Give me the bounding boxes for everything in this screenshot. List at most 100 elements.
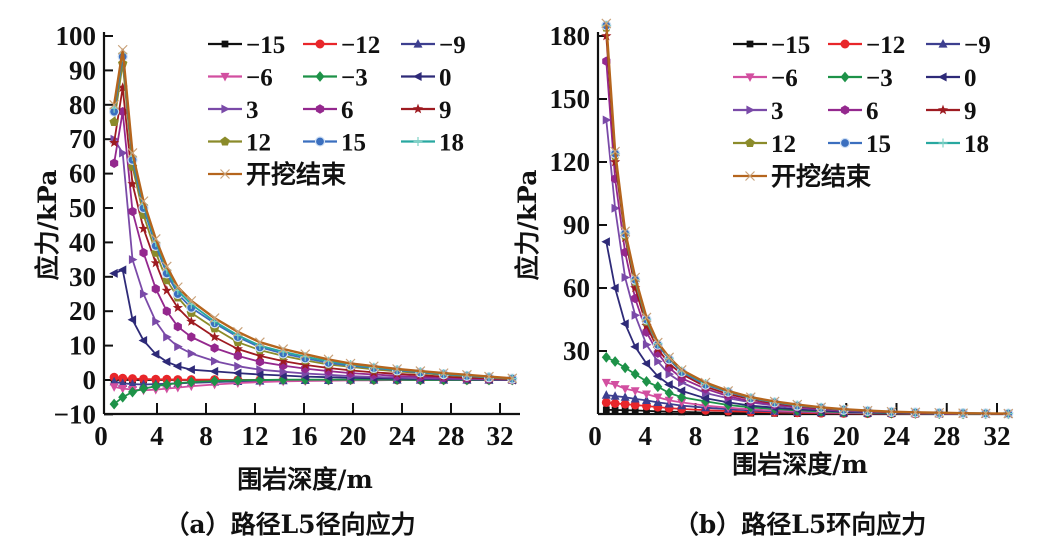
x-tick-label: 4 [639,421,653,451]
data-point [128,374,137,384]
y-tick-label: −10 [54,399,96,429]
legend-item: 6 [303,97,354,124]
data-point [642,376,652,387]
data-point [210,356,220,366]
y-tick-label: 120 [550,147,591,177]
data-point [187,332,196,342]
data-point [611,203,621,213]
x-tick-label: 16 [291,421,318,451]
data-point [150,257,161,268]
legend-marker [840,105,850,115]
legend-label: 6 [866,98,879,125]
legend-item: −6 [208,65,273,92]
legend-marker [745,73,755,82]
data-point [643,407,650,415]
legend-label: 15 [866,131,891,158]
y-tick-label: 90 [563,210,590,240]
legend-label: 开挖结束 [771,162,872,191]
data-point [118,373,128,383]
legend-marker [937,104,949,115]
data-point [345,358,356,369]
data-point [620,226,631,237]
legend-marker [746,105,755,115]
legend-item: −3 [828,65,893,92]
data-point [652,337,663,348]
legend-item: −9 [401,32,466,59]
data-point [507,373,518,384]
data-point [620,362,630,374]
series-15 [109,51,518,384]
x-tick-label: 8 [689,421,703,451]
data-point [186,365,195,375]
x-tick-label: 28 [438,421,465,451]
data-point [980,408,991,419]
data-point [392,364,403,374]
legend-item: 18 [926,131,989,158]
series-12 [601,22,1014,418]
legend-item: 12 [733,131,796,158]
legend-item: −15 [208,32,285,59]
data-point [601,18,612,29]
data-point [278,374,288,386]
data-point [910,407,921,418]
data-point [254,369,264,379]
x-tick-label: 0 [588,421,602,451]
series-line [113,110,513,381]
legend-label: 9 [439,97,452,124]
data-point [700,377,711,388]
data-point [415,366,426,376]
data-point [630,342,639,352]
data-point [139,247,148,258]
series-line [605,241,1009,415]
legend-marker [839,137,851,149]
data-point [128,386,137,398]
legend-marker [938,138,948,148]
legend-label: 6 [341,97,354,124]
data-point [151,380,161,392]
series-12 [109,58,517,383]
data-point [816,402,827,413]
legend-label: −3 [866,65,893,92]
legend-label: −12 [341,32,380,59]
data-point [174,342,183,352]
legend-marker [221,104,230,114]
series-lines [601,18,1014,420]
y-tick-label: 150 [550,84,591,114]
data-point [232,368,242,378]
chart-caption: （b）路径L5环向应力 [674,510,926,539]
series-3 [602,115,1014,419]
data-point [109,99,120,110]
data-point [139,374,149,384]
data-point [138,196,149,207]
legend-marker [413,72,422,81]
data-point [255,374,265,386]
x-tick-label: 12 [732,421,759,451]
y-tick-label: 30 [69,262,96,292]
data-point [838,404,849,415]
data-point [233,351,242,361]
data-point [610,391,620,400]
legend-marker [938,72,947,82]
data-point [128,255,138,265]
legend-item: 12 [208,130,271,157]
x-axis-title: 围岩深度/m [237,465,373,494]
data-point [653,381,663,393]
data-point [664,387,674,399]
legend-marker [745,138,755,148]
data-point [128,379,137,388]
legend: −15 −12 −9 −6 −3 0 3 6 9 12 15 18 开挖结束 [208,32,466,189]
series-开挖结束 [109,44,518,384]
data-point [601,237,610,247]
x-tick-label: 12 [242,421,269,451]
data-point [150,234,161,244]
legend-label: −15 [246,32,285,59]
data-point [610,381,620,390]
legend-item: 15 [828,131,891,158]
data-point [209,366,219,376]
chart-caption: （a）路径L5径向应力 [164,510,415,539]
legend-marker [840,71,850,83]
data-point [862,405,873,416]
data-point [664,396,674,406]
legend-label: 开挖结束 [246,160,347,189]
y-axis-title: 应力/kPa [33,170,62,281]
